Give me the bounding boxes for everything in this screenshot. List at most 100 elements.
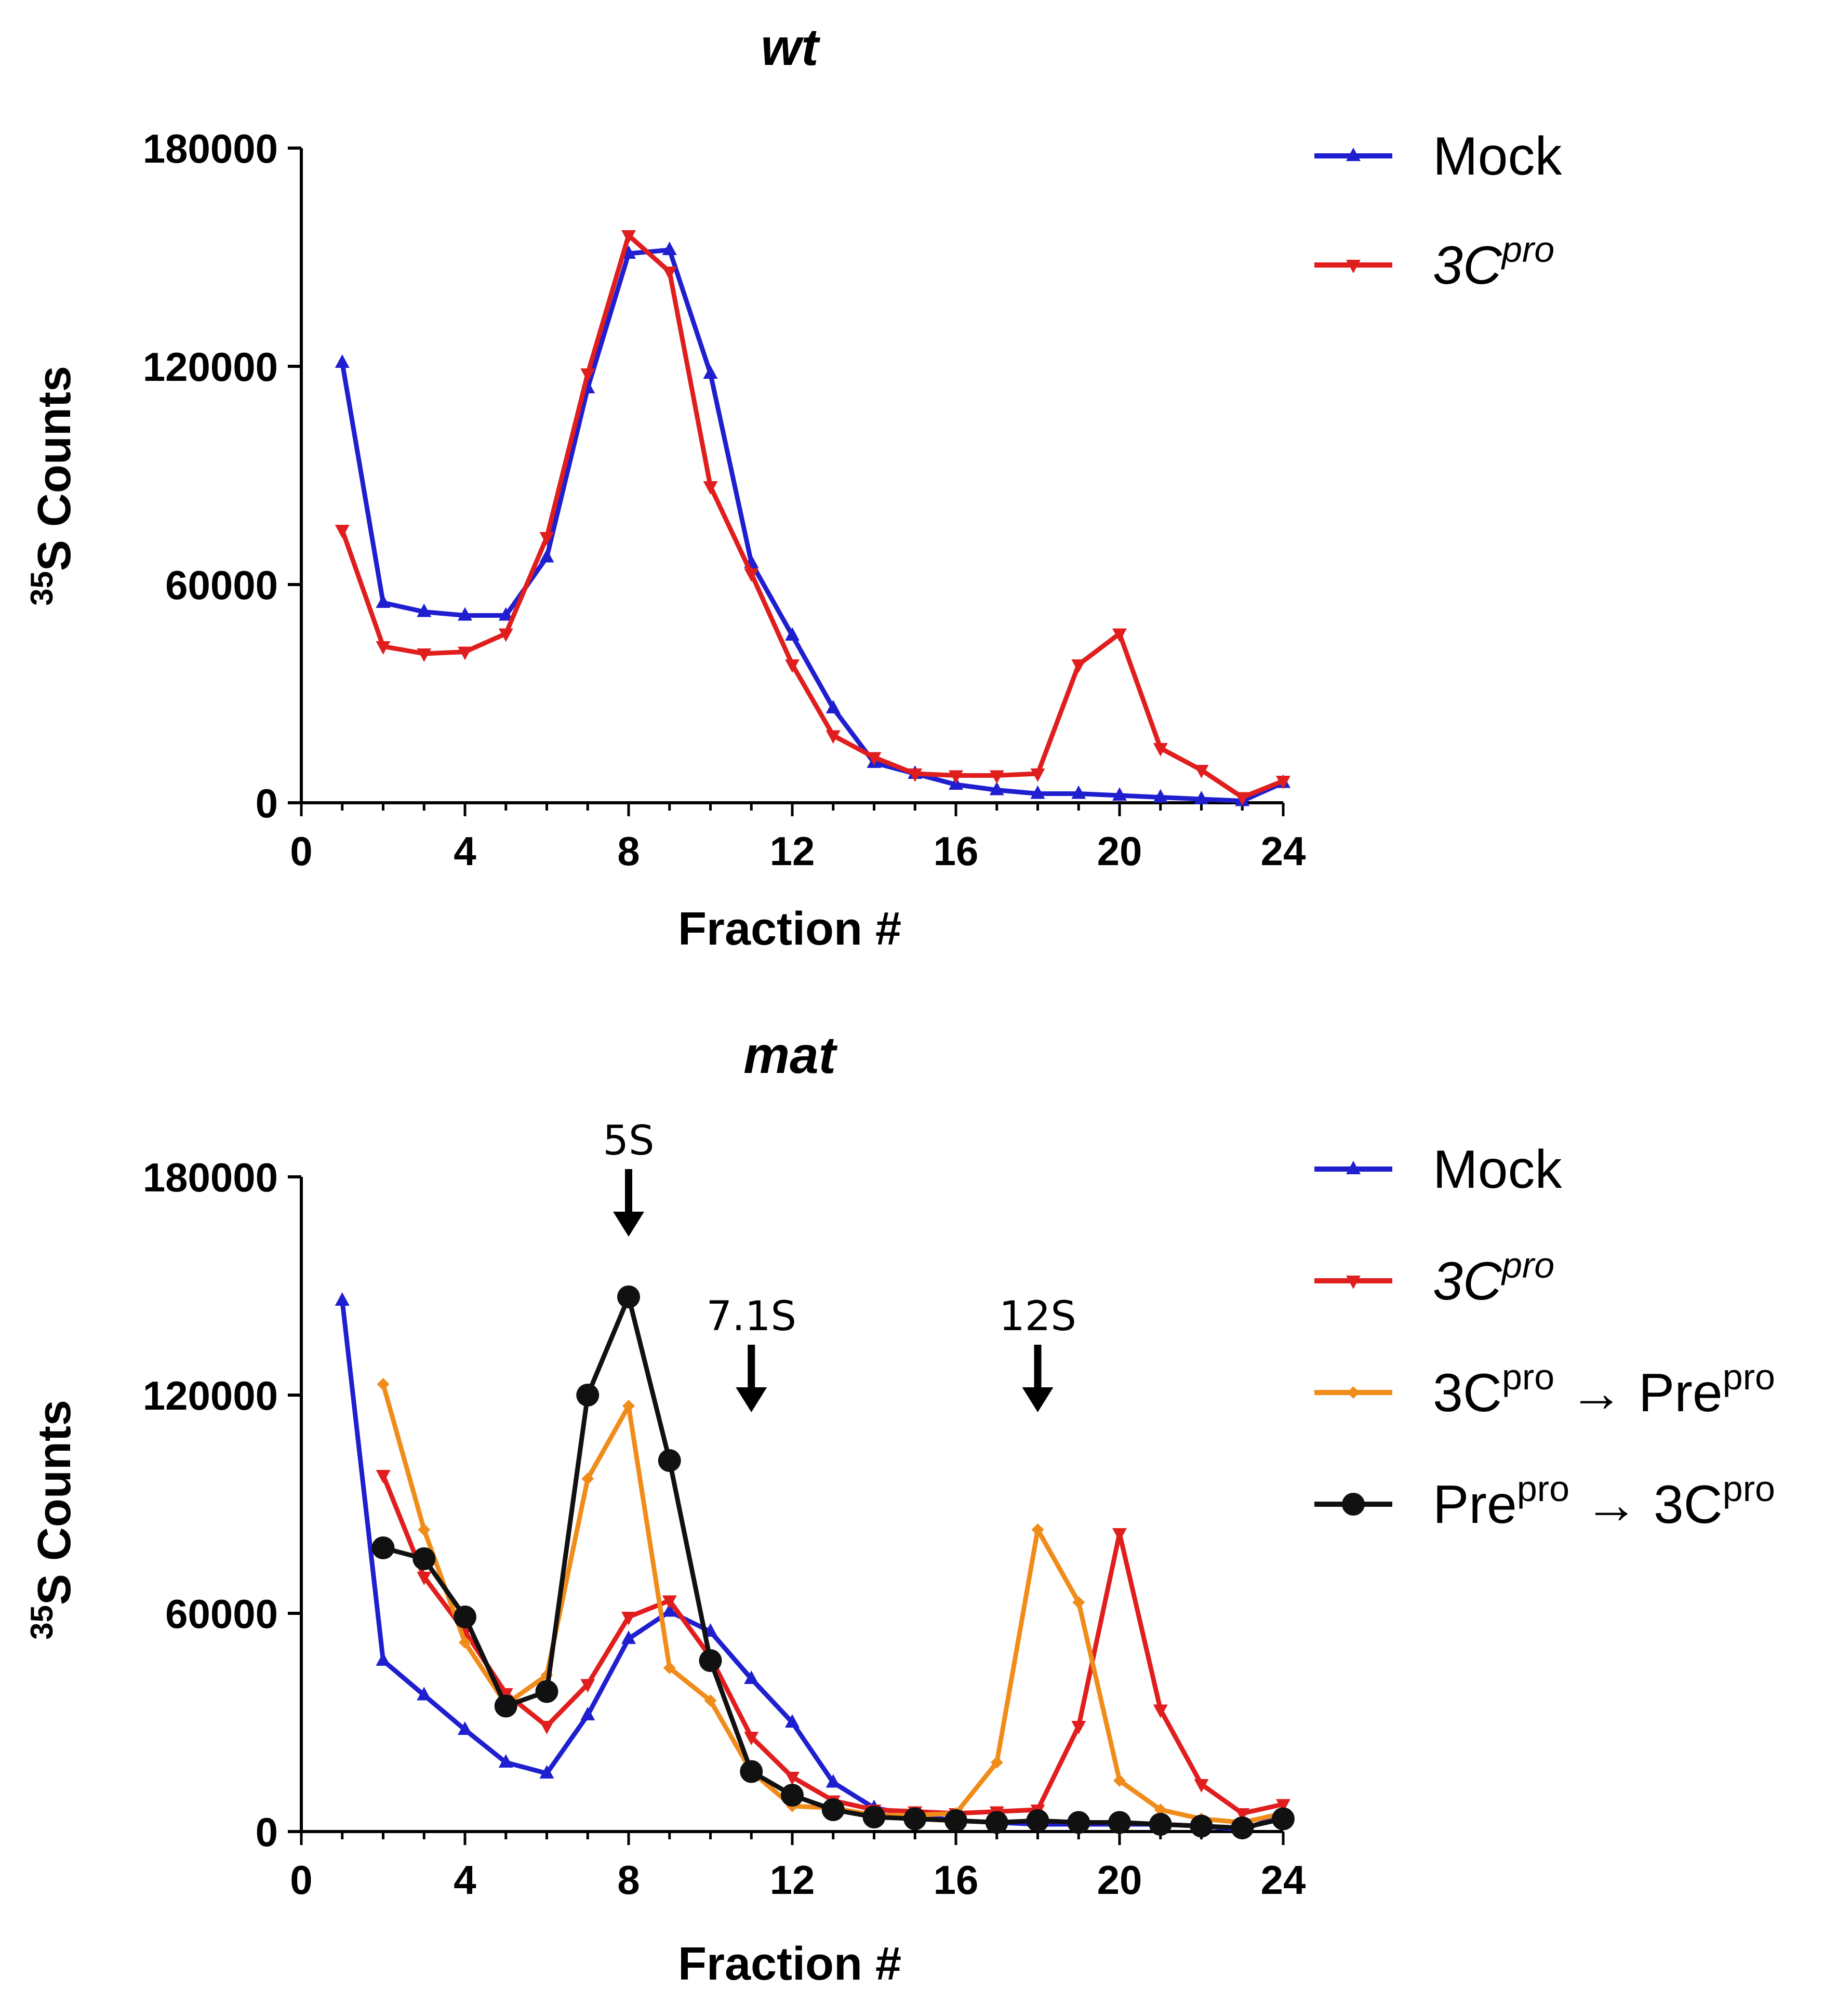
legend-item: 3Cpro — [1314, 229, 1554, 296]
x-tick-label: 0 — [290, 828, 312, 874]
x-tick-label: 4 — [454, 828, 476, 874]
data-point — [1153, 743, 1168, 757]
svg-text:35S Counts: 35S Counts — [24, 1400, 81, 1640]
data-point — [539, 549, 554, 563]
series-line — [340, 233, 1284, 800]
data-point — [1031, 1523, 1044, 1536]
data-point — [580, 368, 595, 382]
data-point — [1071, 785, 1086, 799]
data-point — [335, 354, 350, 368]
y-axis-label-text: S Counts — [29, 366, 81, 571]
data-point — [1112, 628, 1127, 642]
y-tick-label: 180000 — [143, 126, 278, 171]
y-axis-label: 35S Counts — [24, 366, 81, 606]
series-line — [381, 1383, 1284, 1825]
annotation-label: 12S — [999, 1293, 1076, 1340]
data-point — [785, 1772, 800, 1785]
series-Prepro→3Cpro — [371, 1285, 1295, 1839]
data-point — [703, 481, 718, 495]
data-point — [1112, 1528, 1127, 1542]
y-axis-label: 35S Counts — [24, 1400, 81, 1640]
data-point — [371, 1536, 395, 1559]
legend-label: Mock — [1433, 126, 1562, 187]
x-tick-label: 4 — [454, 1857, 476, 1903]
data-point — [989, 781, 1004, 795]
svg-text:35S Counts: 35S Counts — [24, 366, 81, 606]
data-point — [989, 770, 1004, 784]
x-tick-label: 8 — [617, 1857, 640, 1903]
data-point — [662, 242, 677, 255]
data-point — [621, 1630, 636, 1644]
data-point — [744, 1670, 759, 1684]
annotation-arrow-head — [613, 1212, 644, 1237]
legend-label: 3Cpro → Prepro — [1433, 1357, 1775, 1423]
x-tick-label: 16 — [934, 1857, 979, 1903]
data-point — [377, 1378, 390, 1390]
legend-marker — [1346, 260, 1361, 273]
data-point — [1067, 1811, 1090, 1834]
data-point — [990, 1756, 1003, 1769]
data-point — [744, 568, 759, 582]
series-Mock — [335, 242, 1290, 806]
annotation-12S: 12S — [999, 1293, 1076, 1412]
x-tick-label: 12 — [770, 828, 815, 874]
data-point — [418, 1523, 431, 1536]
data-point — [1194, 791, 1209, 804]
annotation-label: 7.1S — [706, 1293, 796, 1340]
data-point — [335, 525, 350, 538]
x-tick-label: 20 — [1097, 828, 1142, 874]
data-point — [658, 1449, 681, 1472]
data-point — [1072, 1596, 1085, 1609]
data-point — [458, 1721, 472, 1735]
data-point — [498, 628, 513, 642]
data-point — [622, 1400, 635, 1412]
data-point — [498, 1754, 513, 1768]
legend-item: 3Cpro → Prepro — [1314, 1357, 1775, 1423]
legend-label: 3Cpro — [1433, 1245, 1554, 1311]
data-point — [1190, 1814, 1213, 1838]
data-point — [740, 1760, 763, 1783]
legend-item: Mock — [1314, 1139, 1562, 1200]
data-point — [417, 648, 432, 662]
data-point — [376, 1652, 391, 1666]
data-point — [1149, 1813, 1172, 1836]
data-point — [1276, 776, 1290, 789]
data-point — [454, 1606, 476, 1628]
data-point — [1235, 1808, 1250, 1822]
data-point — [417, 1687, 432, 1701]
data-point — [826, 1774, 841, 1788]
data-point — [1030, 785, 1045, 799]
data-point — [949, 770, 963, 784]
y-tick-label: 180000 — [143, 1155, 278, 1200]
plot-area: 0 60000 120000 180000 0 4 8 12 16 20 24 5S 7.1S 12S — [143, 1118, 1306, 1903]
data-point — [1030, 768, 1045, 782]
y-axis-label-text: S Counts — [29, 1400, 81, 1605]
data-point — [703, 365, 718, 379]
series-3Cpro — [335, 230, 1290, 806]
data-point — [662, 1603, 677, 1617]
data-point — [744, 1732, 759, 1745]
data-point — [944, 1809, 967, 1832]
data-point — [412, 1547, 436, 1570]
data-point — [539, 532, 554, 546]
data-point — [1154, 1803, 1167, 1816]
y-tick-label: 60000 — [165, 562, 278, 608]
data-point — [704, 1694, 717, 1707]
data-point — [1108, 1811, 1131, 1834]
data-point — [862, 1806, 886, 1828]
legend-marker — [1346, 1161, 1361, 1174]
y-tick-label: 120000 — [143, 1373, 278, 1418]
data-point — [494, 1694, 517, 1718]
series-line — [340, 1300, 1284, 1832]
annotation-7.1S: 7.1S — [706, 1293, 796, 1412]
data-point — [1026, 1809, 1049, 1832]
data-point — [458, 646, 472, 660]
data-point — [1112, 787, 1127, 801]
legend-label: Mock — [1433, 1139, 1562, 1200]
series-Mock — [335, 1292, 1290, 1835]
data-point — [459, 1636, 471, 1649]
data-point — [458, 607, 472, 621]
data-point — [785, 627, 800, 641]
data-point — [580, 1679, 595, 1693]
